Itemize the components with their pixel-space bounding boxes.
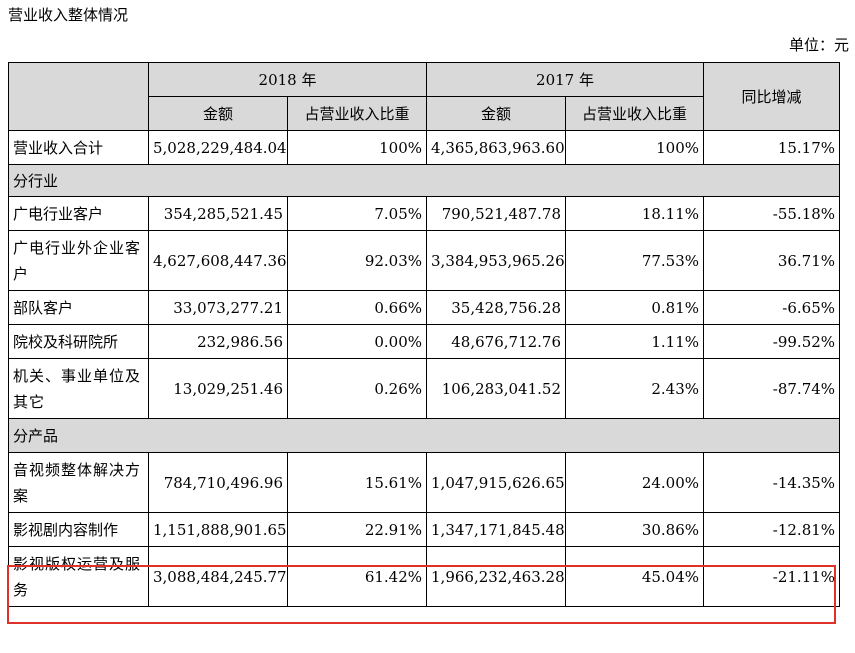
share-2017-cell: 24.00% bbox=[565, 452, 705, 513]
amount-2018-cell: 33,073,277.21 bbox=[148, 290, 288, 325]
amount-2018-cell: 232,986.56 bbox=[148, 324, 288, 359]
section-title: 分产品 bbox=[7, 418, 841, 453]
amount-2017-cell: 106,283,041.52 bbox=[426, 358, 567, 419]
section-row-product: 分产品 bbox=[7, 418, 841, 453]
table-row-highlighted: 影视版权运营及服务 3,088,484,245.77 61.42% 1,966,… bbox=[8, 546, 841, 607]
table-row: 影视剧内容制作 1,151,888,901.65 22.91% 1,347,17… bbox=[8, 512, 841, 547]
share-2017-cell: 0.81% bbox=[565, 290, 705, 325]
table-row: 部队客户 33,073,277.21 0.66% 35,428,756.28 0… bbox=[8, 290, 841, 325]
row-label: 部队客户 bbox=[8, 290, 149, 325]
section-title: 分行业 bbox=[7, 164, 841, 197]
yoy-cell: -99.52% bbox=[703, 324, 841, 359]
amount-2018-cell: 13,029,251.46 bbox=[148, 358, 288, 419]
row-label: 广电行业外企业客户 bbox=[8, 230, 149, 291]
table-row: 广电行业外企业客户 4,627,608,447.36 92.03% 3,384,… bbox=[8, 230, 841, 291]
row-label: 院校及科研院所 bbox=[8, 324, 149, 359]
section-row-industry: 分行业 bbox=[7, 164, 841, 197]
header-yoy: 同比增减 bbox=[703, 62, 841, 131]
header-share-2017: 占营业收入比重 bbox=[565, 96, 705, 131]
yoy-cell: -87.74% bbox=[703, 358, 841, 419]
share-2017-cell: 2.43% bbox=[565, 358, 705, 419]
table-row: 机关、事业单位及其它 13,029,251.46 0.26% 106,283,0… bbox=[8, 358, 841, 419]
row-label: 营业收入合计 bbox=[8, 130, 149, 165]
yoy-cell: -55.18% bbox=[703, 196, 841, 231]
header-amount-2018: 金额 bbox=[148, 96, 288, 131]
share-2017-cell: 18.11% bbox=[565, 196, 705, 231]
yoy-cell: 15.17% bbox=[703, 130, 841, 165]
row-label: 影视剧内容制作 bbox=[8, 512, 149, 547]
share-2018-cell: 0.66% bbox=[286, 290, 428, 325]
table-row-total: 营业收入合计 5,028,229,484.04 100% 4,365,863,9… bbox=[8, 130, 841, 165]
amount-2017-cell: 48,676,712.76 bbox=[426, 324, 567, 359]
share-2018-cell: 61.42% bbox=[286, 546, 428, 607]
row-label: 影视版权运营及服务 bbox=[8, 546, 149, 607]
share-2017-cell: 77.53% bbox=[565, 230, 705, 291]
share-2017-cell: 100% bbox=[565, 130, 705, 165]
yoy-cell: -12.81% bbox=[703, 512, 841, 547]
yoy-cell: 36.71% bbox=[703, 230, 841, 291]
share-2018-cell: 7.05% bbox=[286, 196, 428, 231]
yoy-cell: -14.35% bbox=[703, 452, 841, 513]
table-row: 院校及科研院所 232,986.56 0.00% 48,676,712.76 1… bbox=[8, 324, 841, 359]
share-2018-cell: 92.03% bbox=[286, 230, 428, 291]
amount-2018-cell: 784,710,496.96 bbox=[148, 452, 288, 513]
amount-2018-cell: 354,285,521.45 bbox=[148, 196, 288, 231]
share-2017-cell: 1.11% bbox=[565, 324, 705, 359]
header-share-2018: 占营业收入比重 bbox=[286, 96, 428, 131]
amount-2017-cell: 1,966,232,463.28 bbox=[426, 546, 567, 607]
share-2018-cell: 22.91% bbox=[286, 512, 428, 547]
share-2018-cell: 15.61% bbox=[286, 452, 428, 513]
header-blank-cell bbox=[8, 62, 149, 131]
amount-2018-cell: 4,627,608,447.36 bbox=[148, 230, 288, 291]
amount-2018-cell: 1,151,888,901.65 bbox=[148, 512, 288, 547]
share-2018-cell: 0.00% bbox=[286, 324, 428, 359]
yoy-cell: -21.11% bbox=[703, 546, 841, 607]
row-label: 广电行业客户 bbox=[8, 196, 149, 231]
header-amount-2017: 金额 bbox=[426, 96, 567, 131]
amount-2017-cell: 35,428,756.28 bbox=[426, 290, 567, 325]
amount-2018-cell: 5,028,229,484.04 bbox=[148, 130, 288, 165]
page-title: 营业收入整体情况 bbox=[8, 6, 129, 24]
amount-2017-cell: 4,365,863,963.60 bbox=[426, 130, 567, 165]
share-2017-cell: 45.04% bbox=[565, 546, 705, 607]
amount-2017-cell: 790,521,487.78 bbox=[426, 196, 567, 231]
header-year-2017: 2017 年 bbox=[426, 62, 705, 97]
amount-2018-cell: 3,088,484,245.77 bbox=[148, 546, 288, 607]
table-row: 音视频整体解决方案 784,710,496.96 15.61% 1,047,91… bbox=[8, 452, 841, 513]
unit-label: 单位：元 bbox=[788, 36, 849, 54]
share-2018-cell: 0.26% bbox=[286, 358, 428, 419]
amount-2017-cell: 1,347,171,845.48 bbox=[426, 512, 567, 547]
revenue-table: 2018 年 2017 年 同比增减 金额 占营业收入比重 金额 占营业收入比重… bbox=[7, 62, 841, 607]
share-2018-cell: 100% bbox=[286, 130, 428, 165]
table-row: 广电行业客户 354,285,521.45 7.05% 790,521,487.… bbox=[8, 196, 841, 231]
yoy-cell: -6.65% bbox=[703, 290, 841, 325]
header-year-2018: 2018 年 bbox=[147, 62, 428, 97]
amount-2017-cell: 1,047,915,626.65 bbox=[426, 452, 567, 513]
amount-2017-cell: 3,384,953,965.26 bbox=[426, 230, 567, 291]
row-label: 音视频整体解决方案 bbox=[8, 452, 149, 513]
share-2017-cell: 30.86% bbox=[565, 512, 705, 547]
row-label: 机关、事业单位及其它 bbox=[8, 358, 149, 419]
